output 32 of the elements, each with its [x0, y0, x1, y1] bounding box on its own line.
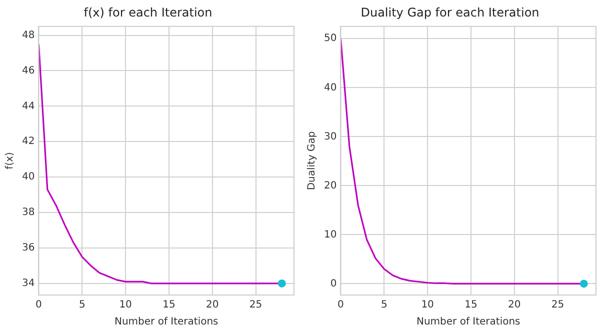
y-axis-title: f(x): [4, 152, 16, 170]
x-tick-label: 25: [551, 300, 564, 311]
y-tick-label: 34: [22, 278, 35, 290]
x-tick-label: 10: [421, 300, 434, 311]
y-tick-label: 0: [330, 278, 337, 290]
x-tick-label: 5: [380, 300, 388, 311]
x-tick-label: 15: [464, 300, 478, 311]
y-tick-label: 48: [22, 30, 35, 41]
y-tick-label: 30: [324, 131, 337, 142]
x-tick-label: 0: [338, 300, 344, 311]
y-tick-label: 20: [324, 180, 337, 192]
chart-title: f(x) for each Iteration: [84, 5, 212, 20]
x-tick-label: 0: [36, 300, 42, 311]
x-tick-label: 15: [162, 300, 176, 311]
x-tick-label: 20: [508, 300, 521, 311]
y-tick-label: 46: [22, 65, 35, 76]
y-tick-label: 10: [324, 229, 337, 240]
y-tick-label: 40: [324, 82, 337, 94]
x-axis-title: Number of Iterations: [114, 316, 218, 328]
y-tick-label: 44: [22, 100, 35, 112]
x-axis-title: Number of Iterations: [416, 316, 520, 328]
y-tick-label: 40: [22, 172, 35, 183]
y-tick-label: 42: [22, 136, 35, 148]
y-tick-label: 38: [22, 207, 35, 218]
y-axis-title: Duality Gap: [306, 131, 318, 190]
chart-title: Duality Gap for each Iteration: [360, 5, 540, 20]
x-tick-label: 5: [78, 300, 86, 311]
x-tick-label: 20: [206, 300, 219, 311]
x-tick-label: 10: [119, 300, 132, 311]
y-tick-label: 50: [324, 33, 337, 44]
x-tick-label: 25: [249, 300, 262, 311]
y-tick-label: 36: [22, 242, 35, 254]
